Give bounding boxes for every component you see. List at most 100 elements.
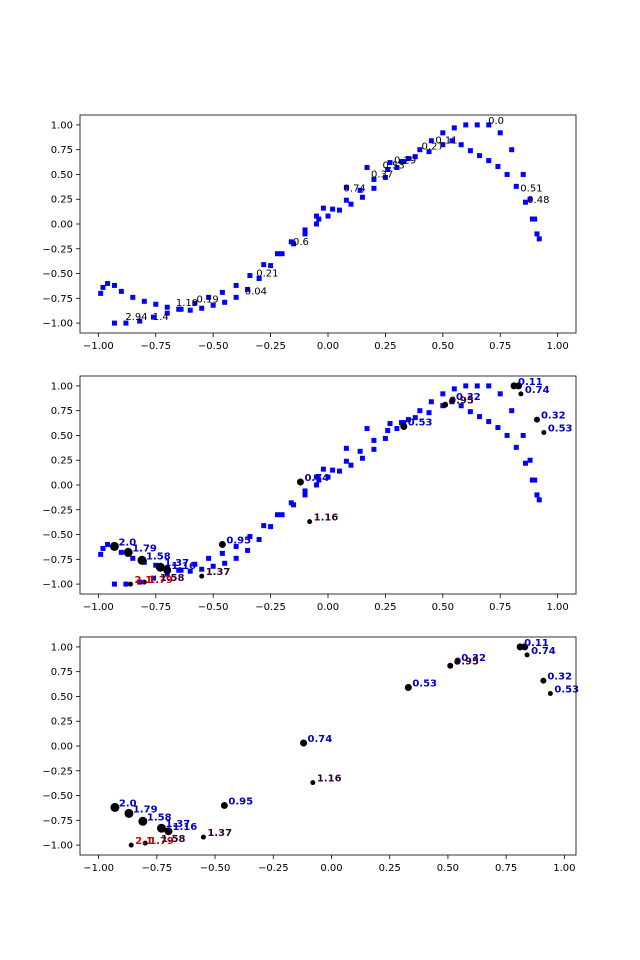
data-point [219, 289, 225, 295]
data-point [547, 690, 553, 696]
data-point [509, 408, 515, 414]
data-point [513, 183, 519, 189]
data-point [518, 391, 524, 397]
data-point [343, 458, 349, 464]
data-point [98, 551, 104, 557]
x-tick-label: 1.00 [546, 602, 568, 613]
data-point [245, 547, 251, 553]
x-tick-label: 1.00 [553, 863, 575, 874]
x-tick-label: −1.00 [83, 863, 114, 874]
data-point [105, 541, 111, 547]
data-point [210, 302, 216, 308]
data-point [451, 125, 457, 131]
data-point [325, 213, 331, 219]
data-point [111, 320, 117, 326]
data-point [348, 201, 354, 207]
data-label: 1.37 [206, 567, 231, 578]
data-point [314, 474, 320, 480]
x-tick-label: −0.25 [255, 341, 286, 352]
data-label: 2.0 [119, 798, 137, 809]
data-point [300, 739, 308, 747]
data-point [164, 827, 173, 836]
data-point [486, 158, 492, 164]
data-point [110, 802, 120, 812]
data-point [138, 816, 148, 826]
data-point [302, 492, 308, 498]
data-point [233, 555, 239, 561]
data-point [288, 500, 294, 506]
data-point [486, 383, 492, 389]
data-label: 2.1 [135, 575, 153, 586]
data-point [385, 167, 391, 172]
data-point [130, 555, 136, 561]
data-point [401, 420, 407, 426]
data-point [219, 550, 225, 556]
y-tick-label: 0.25 [51, 195, 73, 206]
data-point [128, 581, 134, 587]
chart-panel-2: 0.110.740.320.530.320.950.530.741.160.95… [42, 375, 577, 613]
data-point [153, 301, 159, 307]
y-tick-label: −0.75 [42, 816, 73, 827]
data-label: 0.6 [293, 237, 309, 248]
y-tick-label: 1.00 [51, 120, 73, 131]
data-label: 1.37 [207, 828, 232, 839]
data-point [442, 401, 449, 408]
data-point [279, 251, 285, 257]
data-point [320, 466, 326, 472]
y-tick-label: −0.25 [42, 766, 73, 777]
data-label: 0.37 [371, 169, 393, 180]
data-label: 0.29 [394, 156, 416, 167]
data-point [279, 512, 285, 518]
data-point [336, 207, 342, 213]
data-point [371, 437, 377, 443]
data-point [100, 545, 106, 551]
data-point [261, 262, 267, 268]
y-tick-label: −0.50 [42, 791, 73, 802]
data-point [458, 142, 464, 148]
data-point [513, 444, 519, 450]
data-point [467, 409, 473, 415]
y-tick-label: 0.25 [51, 717, 73, 728]
data-point [155, 562, 165, 572]
data-label: 1.16 [317, 774, 342, 785]
data-point [222, 299, 228, 305]
data-point [118, 288, 124, 294]
data-point [245, 286, 251, 292]
data-label: 0.74 [525, 385, 550, 396]
data-point [417, 147, 423, 153]
data-point [123, 581, 129, 587]
data-point [118, 549, 124, 555]
data-point [515, 382, 523, 390]
data-point [314, 221, 320, 227]
data-label: 1.16 [314, 513, 339, 524]
data-point [359, 194, 365, 200]
data-point [536, 497, 542, 503]
data-point [387, 160, 393, 166]
data-point [130, 294, 136, 300]
data-point [128, 842, 134, 848]
data-label: 0.53 [412, 679, 437, 690]
x-tick-label: −0.25 [258, 863, 289, 874]
data-point [288, 239, 294, 245]
data-point [504, 171, 510, 177]
data-point [187, 568, 193, 574]
data-point [404, 684, 412, 692]
data-point [247, 534, 253, 540]
data-point [150, 314, 156, 320]
data-point [310, 780, 316, 786]
data-point [256, 276, 262, 281]
data-point [364, 426, 370, 432]
data-label: 0.53 [383, 161, 405, 172]
data-point [405, 417, 411, 423]
data-point [220, 801, 228, 809]
data-label: 0.48 [527, 195, 549, 206]
data-point [527, 196, 533, 202]
data-point [164, 310, 170, 316]
y-tick-label: 0.50 [51, 431, 73, 442]
data-point [458, 403, 464, 409]
data-label: 1.16 [172, 822, 197, 833]
x-tick-label: −1.00 [83, 602, 114, 613]
x-tick-label: −0.50 [198, 341, 229, 352]
data-point [529, 477, 535, 483]
data-label: 0.74 [304, 473, 329, 484]
